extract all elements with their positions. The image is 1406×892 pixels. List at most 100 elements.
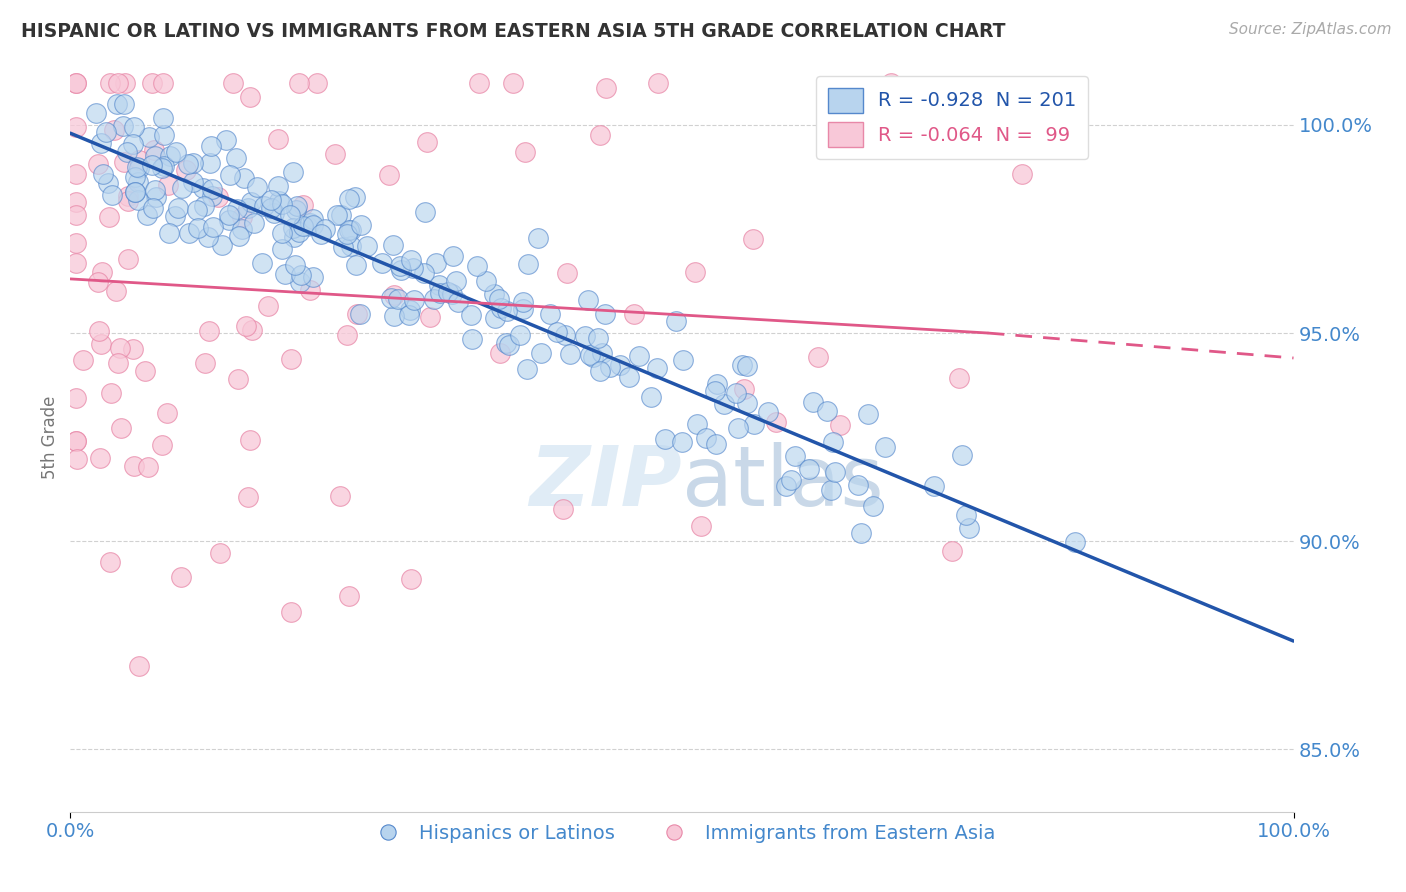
Point <box>416 135 439 149</box>
Point <box>337 192 360 206</box>
Point <box>576 293 599 307</box>
Point <box>287 226 309 240</box>
Point <box>260 201 283 215</box>
Point <box>582 350 605 364</box>
Point <box>107 76 129 90</box>
Point <box>344 258 367 272</box>
Point <box>142 201 165 215</box>
Point <box>703 384 725 398</box>
Point <box>239 433 262 447</box>
Point <box>340 239 363 253</box>
Point <box>337 590 360 604</box>
Point <box>609 359 631 373</box>
Point <box>233 170 256 185</box>
Point <box>413 205 436 219</box>
Point <box>671 434 693 449</box>
Point <box>579 348 602 362</box>
Point <box>128 153 150 168</box>
Point <box>298 216 321 230</box>
Point <box>260 194 283 208</box>
Point <box>302 269 325 284</box>
Point <box>65 209 87 223</box>
Point <box>314 222 336 236</box>
Point <box>482 286 505 301</box>
Text: Source: ZipAtlas.com: Source: ZipAtlas.com <box>1229 22 1392 37</box>
Point <box>215 133 238 147</box>
Point <box>281 221 304 235</box>
Point <box>343 190 366 204</box>
Point <box>128 659 150 673</box>
Point <box>117 194 139 208</box>
Point <box>495 335 517 350</box>
Point <box>730 358 752 372</box>
Point <box>665 313 688 327</box>
Point <box>239 90 262 104</box>
Point <box>589 128 612 142</box>
Point <box>197 230 219 244</box>
Point <box>783 449 806 463</box>
Point <box>713 397 735 411</box>
Point <box>498 337 520 351</box>
Point <box>98 555 121 569</box>
Point <box>239 195 262 210</box>
Point <box>727 421 749 435</box>
Point <box>156 178 179 193</box>
Point <box>553 501 575 516</box>
Point <box>302 218 325 232</box>
Point <box>198 324 221 338</box>
Point <box>101 188 124 202</box>
Point <box>399 252 422 267</box>
Point <box>309 227 332 241</box>
Point <box>465 259 488 273</box>
Point <box>283 165 305 179</box>
Point <box>388 259 411 273</box>
Point <box>191 181 214 195</box>
Point <box>90 337 112 351</box>
Point <box>104 285 127 299</box>
Point <box>496 304 519 318</box>
Point <box>737 396 759 410</box>
Point <box>177 157 200 171</box>
Point <box>950 448 973 462</box>
Point <box>181 175 204 189</box>
Point <box>90 136 112 150</box>
Point <box>218 208 240 222</box>
Point <box>402 293 425 307</box>
Point <box>280 351 302 366</box>
Point <box>87 157 110 171</box>
Point <box>389 263 412 277</box>
Point <box>599 359 621 374</box>
Point <box>489 346 512 360</box>
Text: HISPANIC OR LATINO VS IMMIGRANTS FROM EASTERN ASIA 5TH GRADE CORRELATION CHART: HISPANIC OR LATINO VS IMMIGRANTS FROM EA… <box>21 22 1005 41</box>
Point <box>207 189 229 203</box>
Point <box>399 303 422 318</box>
Point <box>165 145 187 160</box>
Point <box>246 180 269 194</box>
Point <box>780 473 803 487</box>
Point <box>586 331 609 345</box>
Point <box>468 76 491 90</box>
Point <box>862 499 884 513</box>
Point <box>105 97 128 112</box>
Point <box>100 385 122 400</box>
Point <box>429 286 451 301</box>
Point <box>193 199 215 213</box>
Point <box>291 219 314 234</box>
Point <box>332 240 354 254</box>
Point <box>419 310 441 324</box>
Point <box>124 169 146 184</box>
Point <box>253 199 276 213</box>
Point <box>380 291 402 305</box>
Point <box>425 255 447 269</box>
Point <box>170 181 193 195</box>
Point <box>849 525 872 540</box>
Point <box>775 479 797 493</box>
Point <box>65 235 87 250</box>
Point <box>250 256 273 270</box>
Point <box>538 307 561 321</box>
Point <box>226 372 249 386</box>
Point <box>263 206 285 220</box>
Point <box>491 301 513 316</box>
Point <box>201 182 224 196</box>
Point <box>225 151 247 165</box>
